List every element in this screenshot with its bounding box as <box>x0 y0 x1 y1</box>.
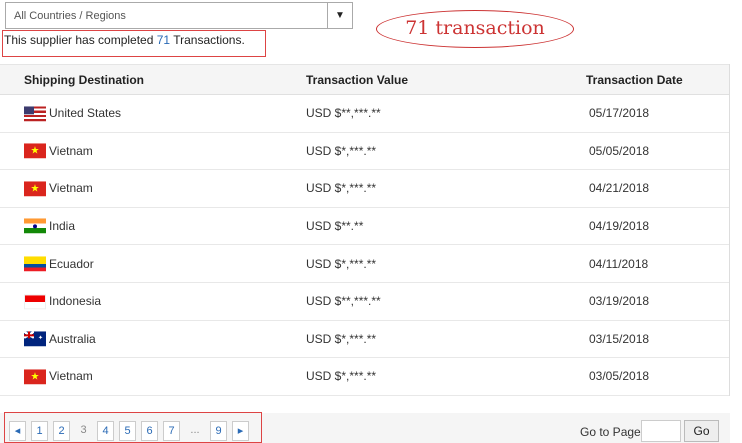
transaction-value: USD $*,***.** <box>306 331 377 346</box>
transaction-summary: This supplier has completed 71 Transacti… <box>4 33 245 47</box>
page-6[interactable]: 6 <box>141 421 158 441</box>
shipping-destination: ★ Vietnam <box>24 143 93 159</box>
page-5[interactable]: 5 <box>119 421 136 441</box>
table-row: ★ Vietnam USD $*,***.** 05/05/2018 <box>0 133 729 171</box>
transaction-value: USD $*,***.** <box>306 256 377 271</box>
select-value: All Countries / Regions <box>14 10 126 22</box>
page-3: 3 <box>80 424 87 436</box>
shipping-destination: Ecuador <box>24 256 94 272</box>
vn-flag-icon: ★ <box>24 143 46 159</box>
transaction-count-link[interactable]: 71 <box>156 33 171 47</box>
table-row: United States USD $**,***.** 05/17/2018 <box>0 95 729 133</box>
transaction-date: 03/19/2018 <box>589 294 650 309</box>
go-to-page-input[interactable] <box>641 420 681 442</box>
transaction-value: USD $**,***.** <box>306 294 381 309</box>
table-row: ★ Vietnam USD $*,***.** 03/05/2018 <box>0 358 729 396</box>
table-row: ★ Vietnam USD $*,***.** 04/21/2018 <box>0 170 729 208</box>
vn-flag-icon: ★ <box>24 369 46 385</box>
us-flag-icon <box>24 105 46 121</box>
transaction-value: USD $*,***.** <box>306 143 377 158</box>
au-flag-icon: ✦ <box>24 331 46 347</box>
transaction-date: 04/19/2018 <box>589 219 650 234</box>
header-shipping-destination: Shipping Destination <box>24 72 144 87</box>
page-9[interactable]: 9 <box>210 421 227 441</box>
shipping-destination: ★ Vietnam <box>24 181 93 197</box>
highlight-box <box>2 30 266 57</box>
transaction-value: USD $**,***.** <box>306 106 381 121</box>
transaction-date: 03/05/2018 <box>589 369 650 384</box>
transaction-date: 03/15/2018 <box>589 331 650 346</box>
transactions-table: Shipping Destination Transaction Value T… <box>0 64 730 396</box>
transaction-date: 04/21/2018 <box>589 181 650 196</box>
go-button[interactable]: Go <box>684 420 719 442</box>
pagination-ellipsis: ... <box>190 424 200 436</box>
shipping-destination: Indonesia <box>24 293 101 309</box>
table-header: Shipping Destination Transaction Value T… <box>0 64 729 95</box>
transaction-value: USD $*,***.** <box>306 181 377 196</box>
go-to-page-label: Go to Page <box>580 425 641 439</box>
table-row: Ecuador USD $*,***.** 04/11/2018 <box>0 245 729 283</box>
transaction-value: USD $*,***.** <box>306 369 377 384</box>
table-row: Indonesia USD $**,***.** 03/19/2018 <box>0 283 729 321</box>
in-flag-icon <box>24 218 46 234</box>
page-7[interactable]: 7 <box>163 421 180 441</box>
annotation-ellipse: 71 transaction <box>376 10 574 48</box>
header-transaction-value: Transaction Value <box>306 72 409 87</box>
id-flag-icon <box>24 293 46 309</box>
shipping-destination: ★ Vietnam <box>24 369 93 385</box>
chevron-down-icon[interactable]: ▼ <box>327 3 352 28</box>
ec-flag-icon <box>24 256 46 272</box>
table-row: ✦ Australia USD $*,***.** 03/15/2018 <box>0 321 729 359</box>
page-2[interactable]: 2 <box>53 421 70 441</box>
shipping-destination: United States <box>24 105 121 121</box>
header-transaction-date: Transaction Date <box>586 72 683 87</box>
transaction-value: USD $**.** <box>306 219 364 234</box>
country-region-select[interactable]: All Countries / Regions ▼ <box>5 2 353 29</box>
table-row: India USD $**.** 04/19/2018 <box>0 208 729 246</box>
page-4[interactable]: 4 <box>97 421 114 441</box>
next-page-icon[interactable]: ▸ <box>232 421 249 441</box>
shipping-destination: India <box>24 218 75 234</box>
prev-page-icon[interactable]: ◂ <box>9 421 26 441</box>
shipping-destination: ✦ Australia <box>24 331 96 347</box>
page-1[interactable]: 1 <box>31 421 48 441</box>
transaction-date: 05/05/2018 <box>589 143 650 158</box>
transaction-date: 04/11/2018 <box>589 256 649 271</box>
vn-flag-icon: ★ <box>24 181 46 197</box>
transaction-date: 05/17/2018 <box>589 106 650 121</box>
